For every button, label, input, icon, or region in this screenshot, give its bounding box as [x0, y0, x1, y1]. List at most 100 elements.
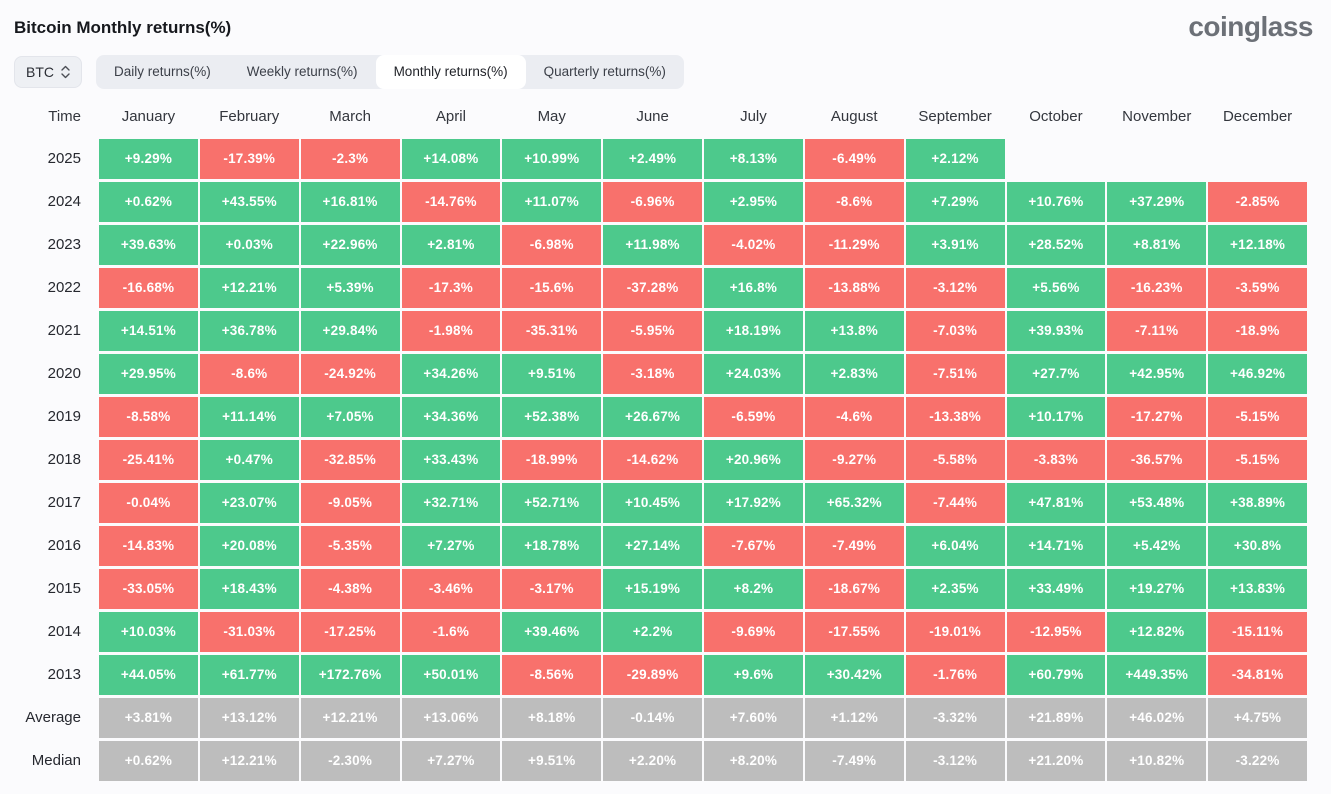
table-row-2016: 2016 -14.83% +20.08% -5.35% +7.27% +18.78% +27… [14, 525, 1307, 566]
return-cell: +2.20% [603, 740, 702, 781]
tab-monthly-returns[interactable]: Monthly returns(%) [375, 54, 526, 89]
return-cell: +18.19% [704, 310, 803, 351]
return-cell: -4.02% [704, 224, 803, 265]
row-label: Average [25, 709, 81, 727]
return-cell: +9.6% [704, 654, 803, 695]
return-cell: +11.07% [502, 181, 602, 222]
row-label: 2023 [47, 236, 81, 254]
return-cell: +44.05% [99, 654, 198, 695]
return-cell: +38.89% [1208, 482, 1307, 523]
return-cell: +12.21% [300, 697, 400, 738]
table-row-2015: 2015 -33.05% +18.43% -4.38% -3.46% -3.17% +15.… [14, 568, 1307, 609]
return-cell: -3.17% [502, 568, 602, 609]
return-cell [1107, 139, 1206, 179]
return-cell: -16.23% [1107, 267, 1207, 308]
return-cell: -7.44% [905, 482, 1005, 523]
return-cell: +4.75% [1208, 697, 1307, 738]
return-cell [1208, 139, 1307, 179]
return-cell: +39.63% [99, 224, 198, 265]
return-cell: +8.18% [502, 697, 602, 738]
return-cell: -6.59% [704, 396, 803, 437]
tab-daily-returns[interactable]: Daily returns(%) [96, 55, 229, 89]
return-cell: +10.03% [99, 611, 198, 652]
return-cell: +29.84% [300, 310, 400, 351]
return-cell: +20.96% [704, 439, 803, 480]
return-cell: +60.79% [1006, 654, 1106, 695]
return-cell: -3.46% [401, 568, 501, 609]
return-cell: +5.42% [1107, 525, 1207, 566]
table-row-2023: 2023 +39.63% +0.03% +22.96% +2.81% -6.98% +11.… [14, 224, 1307, 265]
return-cell: -7.11% [1107, 310, 1207, 351]
return-cell: -14.83% [99, 525, 198, 566]
return-cell: +10.76% [1006, 181, 1106, 222]
return-cell: -6.49% [804, 138, 904, 179]
row-label: 2013 [47, 666, 81, 684]
return-cell: -17.55% [804, 611, 904, 652]
return-cell: -17.39% [199, 138, 299, 179]
return-cell: -14.62% [603, 439, 702, 480]
return-cell: -15.11% [1208, 611, 1307, 652]
row-label: 2019 [47, 408, 81, 426]
return-cell: -0.14% [603, 697, 702, 738]
symbol-selector[interactable]: BTC [14, 55, 82, 88]
return-cell: -7.49% [804, 740, 904, 781]
return-cell: +7.05% [300, 396, 400, 437]
return-cell: +2.2% [603, 611, 702, 652]
return-cell: -3.32% [905, 697, 1005, 738]
return-cell: +449.35% [1107, 654, 1207, 695]
return-cell: -15.6% [502, 267, 602, 308]
row-label: 2024 [47, 193, 81, 211]
return-cell: +13.83% [1208, 568, 1307, 609]
return-cell: -4.38% [300, 568, 400, 609]
return-cell: -7.03% [905, 310, 1005, 351]
return-cell: +17.92% [704, 482, 803, 523]
return-cell: +21.89% [1006, 697, 1106, 738]
return-cell: +9.51% [502, 740, 602, 781]
return-cell: -5.58% [905, 439, 1005, 480]
return-cell: -29.89% [603, 654, 702, 695]
return-cell: +46.92% [1208, 353, 1307, 394]
return-cell: +0.47% [199, 439, 299, 480]
row-label: 2020 [47, 365, 81, 383]
return-cell: +12.21% [199, 740, 299, 781]
table-row-median: Median +0.62% +12.21% -2.30% +7.27% +9.51% +2.… [14, 740, 1307, 781]
return-cell: +5.39% [300, 267, 400, 308]
column-header-december: December [1222, 108, 1293, 126]
row-label: 2017 [47, 494, 81, 512]
return-cell: -24.92% [300, 353, 400, 394]
tab-quarterly-returns[interactable]: Quarterly returns(%) [526, 55, 684, 89]
return-cell: -35.31% [502, 310, 602, 351]
return-cell: +52.71% [502, 482, 602, 523]
row-label: 2025 [47, 150, 81, 168]
return-cell: +47.81% [1006, 482, 1106, 523]
return-cell: -16.68% [99, 267, 198, 308]
return-cell: +20.08% [199, 525, 299, 566]
return-cell: +2.49% [603, 138, 702, 179]
column-header-april: April [435, 108, 466, 126]
tab-weekly-returns[interactable]: Weekly returns(%) [229, 55, 376, 89]
row-label: 2022 [47, 279, 81, 297]
return-cell: -6.98% [502, 224, 602, 265]
return-cell: -17.25% [300, 611, 400, 652]
return-cell: +2.83% [804, 353, 904, 394]
updown-chevron-icon [61, 65, 70, 78]
return-cell: -33.05% [99, 568, 198, 609]
return-cell: +19.27% [1107, 568, 1207, 609]
column-header-may: May [537, 108, 566, 126]
return-cell: +27.14% [603, 525, 702, 566]
coinglass-logo: coinglass [1188, 11, 1313, 42]
return-cell: +8.13% [704, 138, 803, 179]
page-title: Bitcoin Monthly returns(%) [14, 18, 232, 37]
return-cell: +9.29% [99, 138, 198, 179]
return-cell: -13.88% [804, 267, 904, 308]
return-cell: +6.04% [905, 525, 1005, 566]
return-cell: +22.96% [300, 224, 400, 265]
return-cell: -31.03% [199, 611, 299, 652]
return-cell: +172.76% [300, 654, 400, 695]
return-cell: +33.49% [1006, 568, 1106, 609]
return-cell: -8.56% [502, 654, 602, 695]
return-cell: -19.01% [905, 611, 1005, 652]
return-cell: +65.32% [804, 482, 904, 523]
return-cell: -7.67% [704, 525, 803, 566]
return-cell: -5.15% [1208, 439, 1307, 480]
